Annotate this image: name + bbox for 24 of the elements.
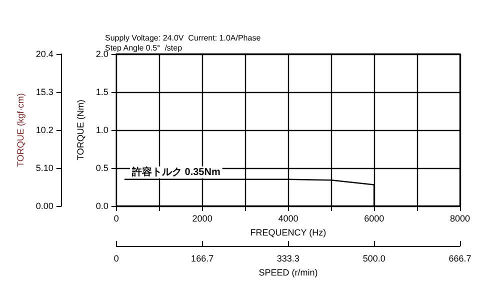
x-tick-label: 8000 bbox=[450, 214, 470, 224]
y-axis-title: TORQUE (Nm) bbox=[76, 100, 86, 160]
y-tick-label: 0.0 bbox=[96, 201, 108, 211]
y2-tick-label: 10.2 bbox=[36, 125, 54, 135]
y2-tick-label: 20.4 bbox=[36, 49, 54, 59]
x2-tick-label: 0 bbox=[114, 254, 119, 264]
y-tick-label: 1.0 bbox=[96, 125, 108, 135]
x-tick-label: 2000 bbox=[192, 214, 212, 224]
y2-tick-label: 5.10 bbox=[36, 163, 54, 173]
x2-tick-label: 166.7 bbox=[191, 254, 214, 264]
x2-tick-label: 500.0 bbox=[362, 254, 386, 264]
y2-tick-label: 0.00 bbox=[36, 201, 54, 211]
x-tick-label: 0 bbox=[114, 214, 119, 224]
x2-tick-label: 666.7 bbox=[448, 254, 472, 264]
x-tick-label: 6000 bbox=[364, 214, 384, 224]
x2-tick-label: 333.3 bbox=[276, 254, 300, 264]
x2-axis-title: SPEED (r/min) bbox=[258, 268, 318, 278]
y-tick-label: 0.5 bbox=[96, 163, 108, 173]
annotation: 許容トルク 0.35Nm bbox=[131, 166, 220, 178]
y2-tick-label: 15.3 bbox=[36, 87, 54, 97]
y2-axis-title: TORQUE (kgf·cm) bbox=[16, 93, 26, 167]
x-tick-label: 4000 bbox=[278, 214, 298, 224]
y-tick-label: 1.5 bbox=[96, 87, 108, 97]
x-axis-title: FREQUENCY (Hz) bbox=[250, 228, 326, 238]
